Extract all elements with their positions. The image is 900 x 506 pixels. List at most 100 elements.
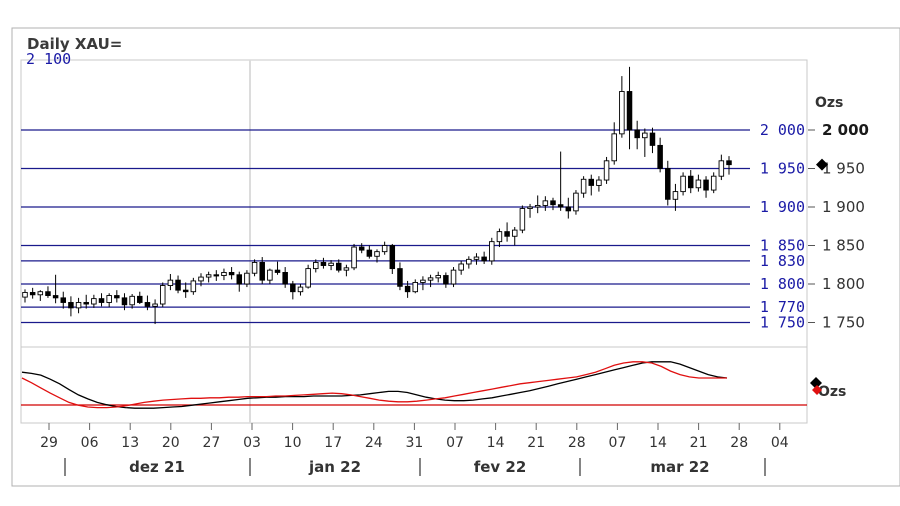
candle-body-down [182, 289, 189, 293]
candle [634, 120, 640, 150]
candle-body-up [412, 282, 419, 293]
candle-body-down [121, 297, 128, 306]
candle [680, 172, 686, 196]
level-label: 1 830 [760, 252, 805, 270]
candle-body-up [420, 279, 426, 283]
candle-body-down [649, 132, 656, 146]
candle-body-down [228, 272, 235, 276]
candle-body-up [159, 285, 166, 305]
candle-body-up [542, 200, 549, 206]
candle [190, 277, 197, 295]
candle-body-up [328, 262, 334, 266]
candle [52, 274, 59, 304]
month-label: mar 22 [650, 458, 709, 476]
candle-body-up [695, 179, 702, 189]
candle [60, 291, 67, 309]
candle [205, 271, 212, 283]
candle [114, 290, 120, 303]
x-tick-label: 07 [446, 435, 464, 451]
candle-body-up [91, 298, 97, 305]
x-tick-label: 17 [324, 435, 342, 451]
candle [374, 249, 380, 263]
level-label: 1 950 [760, 160, 805, 178]
candle-body-down [389, 245, 396, 270]
candle [236, 271, 243, 292]
candle [335, 259, 342, 273]
candle-body-up [381, 245, 388, 253]
candle [297, 284, 304, 296]
x-tick-label: 10 [284, 435, 302, 451]
right-tick-label: 1 800 [822, 275, 865, 293]
candle-body-down [335, 262, 342, 271]
candle-body-up [511, 229, 518, 237]
candle-body-up [466, 258, 472, 265]
candle-body-up [152, 303, 158, 307]
x-tick-label: 20 [162, 435, 180, 451]
candle-body-down [60, 297, 67, 303]
candle-body-up [458, 263, 464, 271]
x-axis: 29 06 13 20 27 03 10 17 24 31 07 14 21 28 07 14 21 28 04 de… [40, 423, 789, 476]
candle [305, 264, 311, 289]
candle [672, 183, 679, 211]
candle [83, 294, 89, 309]
right-tick-label: 1 900 [822, 198, 865, 216]
candle [665, 160, 671, 206]
candle [267, 268, 273, 284]
candle-body-up [435, 275, 441, 279]
candle-body-up [198, 276, 204, 282]
candle-body-down [114, 295, 120, 299]
x-tick-label: 21 [527, 435, 545, 451]
candle [167, 273, 174, 291]
candle [68, 296, 74, 317]
candle-body-down [175, 279, 181, 291]
candle-body-down [144, 302, 151, 307]
candle [519, 205, 526, 234]
candle [504, 222, 510, 242]
candle [466, 256, 472, 269]
x-tick-label: 21 [690, 435, 708, 451]
candle [182, 282, 189, 298]
candle [198, 273, 204, 287]
x-tick-label: 03 [243, 435, 261, 451]
indicator-line-black [21, 361, 728, 409]
candle [121, 293, 128, 311]
candle [450, 267, 457, 288]
candle [458, 260, 464, 275]
candle-body-down [290, 283, 296, 293]
candle [611, 122, 617, 165]
candle-body-up [718, 160, 725, 177]
candle [259, 257, 265, 284]
candle [290, 280, 296, 300]
candle-body-up [473, 256, 480, 260]
candle [695, 174, 702, 192]
candle-body-down [397, 268, 403, 287]
level-label: 1 770 [760, 298, 805, 316]
candle [221, 268, 227, 281]
candle-body-up [534, 205, 541, 208]
candle [427, 274, 434, 288]
candle [274, 261, 281, 275]
candle-body-up [351, 246, 357, 269]
candle-body-up [129, 295, 135, 306]
candle-body-up [75, 302, 82, 309]
candle [588, 174, 595, 196]
candle-body-up [596, 179, 602, 186]
candle-body-down [588, 178, 595, 186]
candle [98, 293, 105, 307]
candle-body-down [98, 298, 105, 303]
candle-body-up [22, 292, 28, 298]
x-tick-label: 04 [771, 435, 789, 451]
candle-body-up [305, 268, 311, 288]
indicator-line-red [21, 361, 727, 409]
candle-body-down [259, 261, 265, 281]
candlesticks [22, 66, 732, 325]
candle-body-down [83, 302, 89, 305]
candle-body-down [274, 269, 281, 273]
candle [573, 190, 579, 215]
candle-body-up [496, 231, 503, 243]
candle-body-up [672, 191, 679, 200]
candle [75, 297, 82, 314]
candle-body-up [297, 286, 304, 293]
candle [159, 282, 166, 308]
